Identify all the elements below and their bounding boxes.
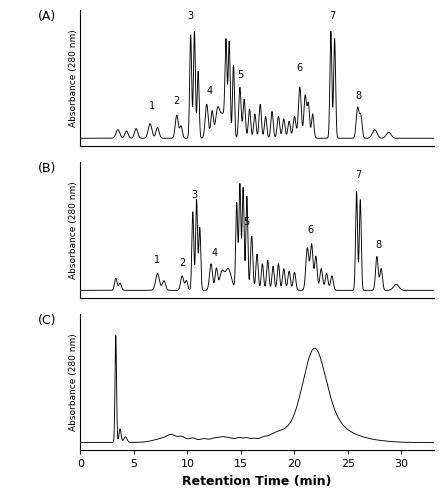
Text: (C): (C) [38, 314, 57, 327]
Text: (B): (B) [38, 162, 56, 175]
Text: 7: 7 [329, 12, 335, 22]
Text: 6: 6 [297, 63, 303, 73]
Text: 5: 5 [243, 218, 249, 228]
Text: 8: 8 [356, 90, 362, 101]
Text: 1: 1 [155, 255, 160, 265]
X-axis label: Retention Time (min): Retention Time (min) [182, 474, 332, 488]
Y-axis label: Absorbance (280 nm): Absorbance (280 nm) [69, 181, 78, 279]
Text: 6: 6 [308, 225, 314, 235]
Text: 3: 3 [191, 190, 197, 200]
Y-axis label: Absorbance (280 nm): Absorbance (280 nm) [69, 333, 78, 431]
Text: 1: 1 [149, 100, 155, 110]
Text: 2: 2 [173, 96, 180, 106]
Text: 8: 8 [375, 240, 381, 250]
Text: 4: 4 [211, 248, 217, 258]
Text: 3: 3 [188, 12, 194, 22]
Text: 4: 4 [207, 86, 213, 96]
Text: (A): (A) [38, 10, 56, 23]
Text: 7: 7 [355, 170, 362, 179]
Y-axis label: Absorbance (280 nm): Absorbance (280 nm) [69, 29, 78, 127]
Text: 5: 5 [237, 70, 243, 81]
Text: 2: 2 [179, 258, 185, 268]
